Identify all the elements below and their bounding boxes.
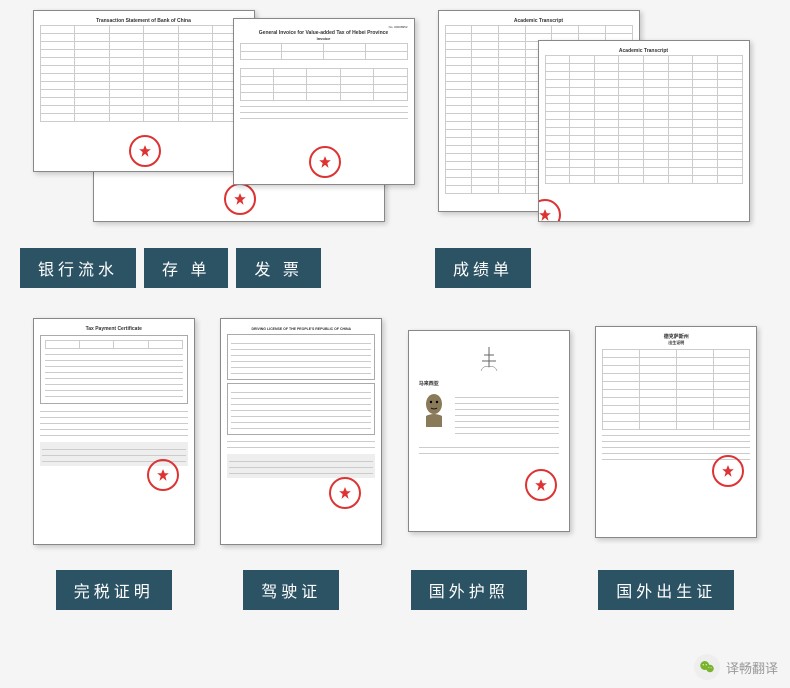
top-left-labels: 银行流水 存 单 发 票 xyxy=(0,240,375,308)
stamp-icon xyxy=(129,135,161,167)
document-bank-statement: Transaction Statement of Bank of China xyxy=(33,10,255,172)
invoice-number: No. 00008952 xyxy=(240,25,408,29)
document-transcript-front: Academic Transcript xyxy=(538,40,750,222)
document-tax-certificate: Tax Payment Certificate xyxy=(33,318,195,545)
label-tax-certificate: 完税证明 xyxy=(56,570,172,610)
label-bank-statement: 银行流水 xyxy=(20,248,136,288)
doc-title: Academic Transcript xyxy=(445,19,633,23)
document-foreign-passport: 马来西亚 xyxy=(408,330,570,532)
stamp-icon xyxy=(224,183,256,215)
stamp-icon xyxy=(712,455,744,487)
wechat-icon xyxy=(694,654,720,680)
wechat-text: 译畅翻译 xyxy=(726,658,778,677)
bottom-labels-row: 完税证明 驾驶证 国外护照 国外出生证 xyxy=(0,558,790,622)
top-left-doc-group: Transaction Statement of Bank of China xyxy=(33,10,413,230)
wechat-watermark: 译畅翻译 xyxy=(694,654,778,680)
stamp-icon xyxy=(538,199,561,222)
stamp-icon xyxy=(309,146,341,178)
label-foreign-passport: 国外护照 xyxy=(411,570,527,610)
bottom-group-birth-cert: 德克萨斯州 出生证明 xyxy=(583,318,771,538)
stamp-icon xyxy=(329,477,361,509)
doc-title: General Invoice for Value-added Tax of H… xyxy=(240,31,408,35)
top-row: Transaction Statement of Bank of China xyxy=(0,0,790,240)
bottom-group-passport: 马来西亚 xyxy=(395,318,583,532)
stamp-icon xyxy=(525,469,557,501)
stamp-icon xyxy=(147,459,179,491)
label-foreign-birth-cert: 国外出生证 xyxy=(598,570,734,610)
doc-title: 德克萨斯州 xyxy=(602,335,750,339)
doc-title: DRIVING LICENSE OF THE PEOPLE'S REPUBLIC… xyxy=(227,327,375,331)
doc-title: Transaction Statement of Bank of China xyxy=(40,19,248,23)
emblem-icon xyxy=(479,347,499,371)
top-right-doc-group: Academic Transcript xyxy=(438,10,758,230)
top-right-labels: 成绩单 xyxy=(375,240,790,308)
label-deposit: 存 单 xyxy=(144,248,228,288)
document-drivers-license: DRIVING LICENSE OF THE PEOPLE'S REPUBLIC… xyxy=(220,318,382,545)
passport-country: 马来西亚 xyxy=(419,382,439,386)
label-transcript: 成绩单 xyxy=(435,248,531,288)
document-invoice: No. 00008952 General Invoice for Value-a… xyxy=(233,18,415,185)
passport-photo-icon xyxy=(419,392,449,427)
doc-subtitle: 出生证明 xyxy=(602,341,750,345)
label-drivers-license: 驾驶证 xyxy=(243,570,339,610)
bottom-group-license: DRIVING LICENSE OF THE PEOPLE'S REPUBLIC… xyxy=(208,318,396,545)
doc-title: Academic Transcript xyxy=(545,49,743,53)
bottom-row: Tax Payment Certificate DRI xyxy=(0,308,790,558)
top-labels-row: 银行流水 存 单 发 票 成绩单 xyxy=(0,240,790,308)
doc-subtitle: Invoice xyxy=(240,37,408,41)
bottom-group-tax: Tax Payment Certificate xyxy=(20,318,208,545)
doc-title: Tax Payment Certificate xyxy=(40,327,188,331)
document-foreign-birth-certificate: 德克萨斯州 出生证明 xyxy=(595,326,757,538)
label-invoice: 发 票 xyxy=(236,248,320,288)
